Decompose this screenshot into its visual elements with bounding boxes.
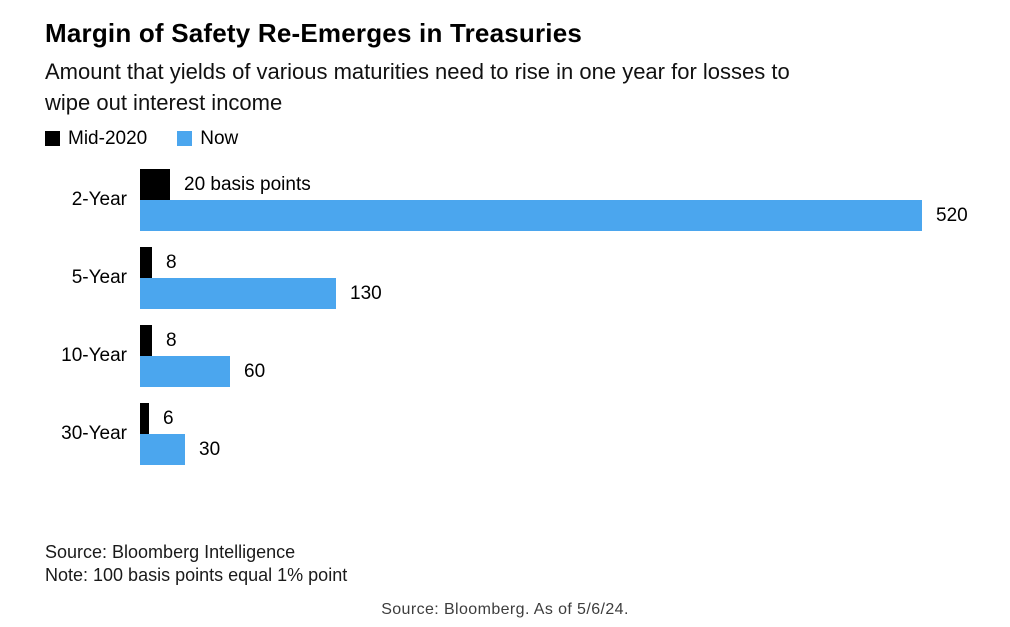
legend-item-mid-2020: Mid-2020 [45,128,147,150]
source-note: Source: Bloomberg Intelligence [45,542,296,562]
bar-now [140,356,230,387]
bar-now [140,278,336,309]
value-label-now: 60 [244,360,266,382]
bar-line-mid-2020: 20 basis points [140,169,968,200]
legend-item-now: Now [177,128,238,150]
value-label-mid-2020: 20 basis points [184,173,311,195]
category-label-5-year: 5-Year [71,267,127,288]
bar-now [140,200,922,231]
bar-line-mid-2020: 8 [140,325,965,356]
legend-swatch-mid-2020-icon [45,131,60,146]
subtitle-line-2: wipe out interest income [45,90,283,115]
bar-line-now: 520 [140,200,968,231]
footnote: Note: 100 basis points equal 1% point [45,565,348,585]
legend-label-mid-2020: Mid-2020 [68,127,148,149]
category-label-2-year: 2-Year [71,189,127,210]
bar-group-30-year: 6 30 [140,403,965,465]
bar-line-now: 30 [140,434,965,465]
category-label-30-year: 30-Year [61,423,127,444]
subtitle-line-1: Amount that yields of various maturities… [45,59,790,84]
bar-line-mid-2020: 6 [140,403,965,434]
value-label-mid-2020: 8 [166,251,177,273]
value-label-now: 30 [199,438,221,460]
bar-group-10-year: 8 60 [140,325,965,387]
chart-row-30-year: 30-Year 6 30 [45,403,965,465]
bar-line-mid-2020: 8 [140,247,965,278]
chart-row-2-year: 2-Year 20 basis points 520 [45,169,968,231]
legend-swatch-now-icon [177,131,193,146]
category-label-10-year: 10-Year [61,345,127,366]
chart-title: Margin of Safety Re-Emerges in Treasurie… [45,18,583,48]
chart-row-10-year: 10-Year 8 60 [45,325,965,387]
legend: Mid-2020 Now [45,128,965,150]
value-label-mid-2020: 8 [166,329,177,351]
chart: 2-Year 20 basis points 520 5-Year 8 130 10-Yea… [45,169,968,465]
value-label-now: 130 [350,282,382,304]
legend-label-now: Now [200,127,239,149]
bar-line-now: 130 [140,278,965,309]
bar-line-now: 60 [140,356,965,387]
bar-mid-2020 [140,247,152,278]
bar-group-5-year: 8 130 [140,247,965,309]
footer: Source: Bloomberg Intelligence Note: 100… [45,541,965,587]
chart-subtitle: Amount that yields of various maturities… [45,56,965,118]
value-label-now: 520 [936,204,968,226]
bar-mid-2020 [140,169,170,200]
bar-mid-2020 [140,325,152,356]
value-label-mid-2020: 6 [163,407,174,429]
bar-group-2-year: 20 basis points 520 [140,169,968,231]
bar-mid-2020 [140,403,149,434]
bar-now [140,434,185,465]
bottom-caption: Source: Bloomberg. As of 5/6/24. [381,601,629,618]
chart-row-5-year: 5-Year 8 130 [45,247,965,309]
